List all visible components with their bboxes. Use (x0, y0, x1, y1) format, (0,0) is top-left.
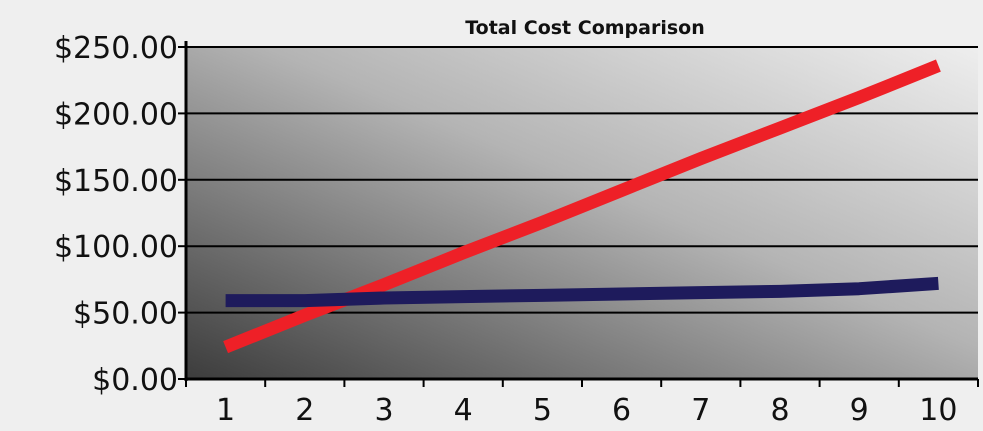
y-tick-label: $150.00 (54, 164, 178, 199)
x-tick-label: 6 (612, 393, 631, 428)
x-tick-label: 5 (533, 393, 552, 428)
axes: $0.00 $50.00 $100.00 $150.00 $200.00 $250.00 1… (54, 31, 979, 428)
x-tick-label: 3 (374, 393, 393, 428)
y-tick-label: $0.00 (92, 363, 178, 398)
y-tick-label: $200.00 (54, 97, 178, 132)
x-tick-label: 4 (454, 393, 473, 428)
y-tick-label: $50.00 (73, 297, 178, 332)
x-tick-label: 1 (216, 393, 235, 428)
y-tick-label: $250.00 (54, 31, 178, 66)
x-tick-label: 10 (919, 393, 957, 428)
x-tick-label: 9 (850, 393, 869, 428)
x-tick-label: 7 (691, 393, 710, 428)
series-line-2 (225, 276, 939, 308)
y-tick-label: $100.00 (54, 230, 178, 265)
chart-title: Total Cost Comparison (465, 17, 705, 39)
x-tick-label: 2 (295, 393, 314, 428)
x-tick-label: 8 (770, 393, 789, 428)
series-lines (223, 59, 941, 354)
